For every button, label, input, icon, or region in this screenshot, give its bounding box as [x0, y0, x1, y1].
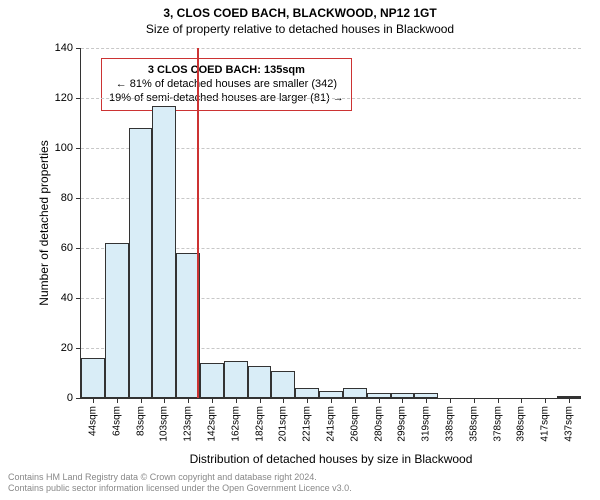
histogram-bar [81, 358, 105, 398]
x-tick [117, 398, 118, 403]
x-tick [331, 398, 332, 403]
x-tick-label: 280sqm [373, 406, 384, 442]
x-tick [379, 398, 380, 403]
histogram-bar [129, 128, 153, 398]
y-axis-title: Number of detached properties [37, 58, 51, 223]
x-tick-label: 103sqm [159, 406, 170, 442]
histogram-bar [248, 366, 272, 399]
chart-title-line2: Size of property relative to detached ho… [0, 20, 600, 36]
annotation-box: 3 CLOS COED BACH: 135sqm ← 81% of detach… [101, 58, 352, 111]
x-tick-label: 299sqm [397, 406, 408, 442]
x-tick-label: 260sqm [349, 406, 360, 442]
x-tick-label: 201sqm [278, 406, 289, 442]
gridline [81, 98, 581, 99]
x-tick-label: 221sqm [302, 406, 313, 442]
x-tick [545, 398, 546, 403]
y-tick-label: 40 [61, 292, 81, 304]
x-tick [426, 398, 427, 403]
x-tick-label: 398sqm [516, 406, 527, 442]
x-tick [474, 398, 475, 403]
y-tick-label: 120 [55, 92, 81, 104]
plot-area: 3 CLOS COED BACH: 135sqm ← 81% of detach… [80, 48, 581, 399]
histogram-bar [200, 363, 224, 398]
histogram-bar [224, 361, 248, 399]
x-tick [188, 398, 189, 403]
footer-line1: Contains HM Land Registry data © Crown c… [8, 472, 352, 483]
x-tick [569, 398, 570, 403]
x-tick [260, 398, 261, 403]
y-tick-label: 0 [67, 392, 81, 404]
annotation-line1: 3 CLOS COED BACH: 135sqm [109, 63, 344, 77]
x-tick-label: 83sqm [135, 406, 146, 436]
footer-line2: Contains public sector information licen… [8, 483, 352, 494]
y-tick-label: 80 [61, 192, 81, 204]
x-tick [498, 398, 499, 403]
x-tick [307, 398, 308, 403]
y-tick-label: 100 [55, 142, 81, 154]
x-tick [450, 398, 451, 403]
x-tick-label: 44sqm [87, 406, 98, 436]
y-tick-label: 60 [61, 242, 81, 254]
histogram-bar [319, 391, 343, 399]
histogram-bar [152, 106, 176, 399]
x-tick-label: 241sqm [326, 406, 337, 442]
x-tick-label: 338sqm [445, 406, 456, 442]
x-tick [355, 398, 356, 403]
x-tick [521, 398, 522, 403]
x-tick [236, 398, 237, 403]
y-tick-label: 20 [61, 342, 81, 354]
x-tick [93, 398, 94, 403]
x-tick-label: 182sqm [254, 406, 265, 442]
x-tick-label: 319sqm [421, 406, 432, 442]
x-tick-label: 358sqm [468, 406, 479, 442]
gridline [81, 48, 581, 49]
x-tick-label: 417sqm [540, 406, 551, 442]
x-tick-label: 123sqm [183, 406, 194, 442]
chart-container: 3 CLOS COED BACH: 135sqm ← 81% of detach… [50, 48, 580, 438]
histogram-bar [105, 243, 129, 398]
histogram-bar [295, 388, 319, 398]
histogram-bar [343, 388, 367, 398]
y-tick-label: 140 [55, 42, 81, 54]
x-tick [283, 398, 284, 403]
x-tick-label: 142sqm [206, 406, 217, 442]
footer-attribution: Contains HM Land Registry data © Crown c… [8, 472, 352, 494]
histogram-bar [271, 371, 295, 399]
x-tick-label: 64sqm [111, 406, 122, 436]
x-tick [141, 398, 142, 403]
x-tick-label: 437sqm [564, 406, 575, 442]
chart-title-line1: 3, CLOS COED BACH, BLACKWOOD, NP12 1GT [0, 0, 600, 20]
x-tick [164, 398, 165, 403]
reference-line [197, 48, 199, 398]
x-tick [212, 398, 213, 403]
x-tick-label: 378sqm [492, 406, 503, 442]
x-axis-title: Distribution of detached houses by size … [81, 452, 581, 466]
x-tick-label: 162sqm [230, 406, 241, 442]
x-tick [402, 398, 403, 403]
annotation-line2: ← 81% of detached houses are smaller (34… [109, 77, 344, 91]
